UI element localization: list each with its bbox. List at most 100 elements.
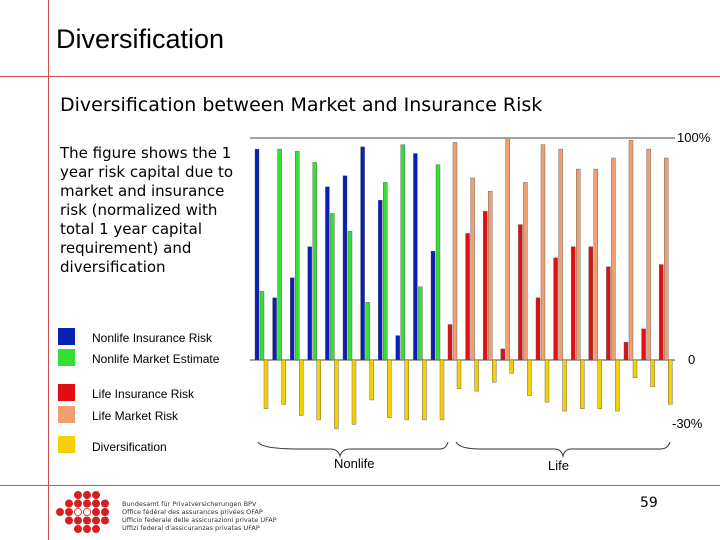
- logo-line-1: Bundesamt für Privatversicherungen BPV: [122, 500, 257, 508]
- bar-life-2-diversification: [474, 359, 479, 392]
- logo-dot: [92, 499, 101, 508]
- bar-life-5-market: [523, 182, 528, 361]
- bar-life-13-diversification: [668, 359, 673, 405]
- logo-line-4: Uffizi federal d'assicuranzas privatas U…: [122, 524, 260, 532]
- bar-nonlife-3-insurance: [290, 277, 295, 361]
- logo-line-3: Ufficio federale delle assicurazioni pri…: [122, 516, 277, 524]
- legend-label-nonlife-insurance: Nonlife Insurance Risk: [92, 331, 213, 345]
- bar-nonlife-10-diversification: [422, 359, 427, 421]
- slide-title: Diversification: [56, 24, 225, 54]
- bar-nonlife-10-insurance: [413, 153, 418, 361]
- bar-life-5-insurance: [518, 224, 523, 361]
- bar-nonlife-5-diversification: [334, 359, 339, 430]
- logo-line-2: Office fédéral des assurances privées OF…: [122, 508, 263, 516]
- bar-nonlife-9-market: [400, 144, 405, 361]
- bar-life-7-insurance: [553, 257, 558, 361]
- logo-dot: [82, 507, 91, 516]
- bar-life-2-insurance: [465, 233, 470, 361]
- bar-life-2-market: [470, 177, 475, 361]
- bar-life-1-market: [452, 142, 458, 361]
- logo-dot: [101, 499, 110, 508]
- bar-nonlife-6-insurance: [342, 175, 348, 361]
- bar-life-12-diversification: [650, 359, 655, 387]
- bar-life-9-diversification: [597, 359, 602, 410]
- bar-nonlife-7-diversification: [369, 359, 374, 401]
- logo-dot: [64, 507, 73, 516]
- bar-life-11-insurance: [623, 342, 629, 361]
- bar-nonlife-1-market: [259, 290, 265, 361]
- bar-life-9-insurance: [588, 246, 593, 361]
- logo-dot: [92, 525, 101, 534]
- bar-nonlife-2-market: [277, 148, 282, 361]
- legend-label-life-market: Life Market Risk: [92, 409, 179, 423]
- legend-label-life-insurance: Life Insurance Risk: [92, 387, 195, 401]
- logo-dot: [82, 499, 91, 508]
- bar-life-8-insurance: [571, 246, 576, 361]
- legend-swatch-life-market: [58, 406, 75, 423]
- logo-dot: [56, 507, 64, 516]
- bar-life-6-insurance: [535, 297, 541, 361]
- bar-life-12-insurance: [641, 328, 646, 361]
- logo-dot: [73, 491, 82, 499]
- bar-life-11-market: [628, 140, 634, 361]
- bar-nonlife-3-market: [295, 151, 300, 361]
- bar-nonlife-11-market: [435, 164, 441, 361]
- axis-label-zero: 0: [688, 352, 696, 367]
- bar-life-5-diversification: [527, 359, 532, 396]
- bar-life-7-market: [558, 148, 563, 361]
- bar-life-3-market: [488, 191, 493, 361]
- logo-dot: [73, 499, 82, 508]
- logo-dot: [82, 516, 91, 525]
- legend-swatch-nonlife-insurance: [58, 328, 75, 345]
- logo-dot: [73, 525, 82, 534]
- logo-dot: [64, 499, 73, 508]
- bar-life-3-insurance: [483, 211, 488, 361]
- slide-subtitle: Diversification between Market and Insur…: [60, 94, 543, 116]
- legend-swatch-nonlife-market: [58, 349, 75, 366]
- bar-nonlife-9-insurance: [395, 335, 400, 361]
- bar-life-8-diversification: [580, 359, 585, 410]
- page-number: 59: [640, 495, 658, 511]
- legend-label-nonlife-market: Nonlife Market Estimate: [92, 352, 220, 366]
- slide-header-rule: [0, 76, 720, 77]
- brace-nonlife: [257, 441, 449, 458]
- bar-life-1-insurance: [447, 324, 453, 361]
- bar-nonlife-2-insurance: [272, 297, 277, 361]
- logo-dot: [73, 516, 82, 525]
- bar-nonlife-4-insurance: [307, 246, 312, 361]
- axis-label-top: 100%: [677, 130, 711, 145]
- bar-nonlife-8-diversification: [387, 359, 392, 418]
- bar-life-7-diversification: [562, 359, 567, 412]
- logo-dot: [82, 491, 91, 499]
- bar-nonlife-1-diversification: [263, 359, 269, 410]
- bar-life-4-market: [505, 137, 510, 361]
- bar-nonlife-8-market: [383, 182, 388, 361]
- axis-label-bottom: -30%: [672, 416, 703, 431]
- slide-vertical-rule: [48, 0, 49, 540]
- bar-nonlife-8-insurance: [378, 199, 383, 361]
- bar-nonlife-11-diversification: [439, 359, 445, 421]
- bar-life-6-market: [540, 144, 546, 361]
- bar-nonlife-4-diversification: [316, 359, 321, 421]
- bar-life-8-market: [576, 168, 581, 361]
- logo-dot: [101, 516, 110, 525]
- bar-life-1-diversification: [456, 359, 462, 390]
- bar-life-9-market: [593, 168, 598, 361]
- logo-dot: [101, 507, 110, 516]
- logo-dot: [92, 516, 101, 525]
- bar-life-10-insurance: [606, 266, 611, 361]
- bar-nonlife-7-insurance: [360, 146, 365, 361]
- bar-life-10-market: [611, 157, 616, 361]
- bar-life-13-market: [664, 157, 669, 361]
- bar-nonlife-5-insurance: [325, 186, 330, 361]
- group-label-life: Life: [548, 458, 569, 473]
- bar-nonlife-10-market: [418, 286, 423, 361]
- bar-nonlife-5-market: [330, 213, 335, 361]
- bar-nonlife-6-diversification: [351, 359, 357, 425]
- bar-nonlife-11-insurance: [430, 251, 436, 361]
- bar-life-4-diversification: [509, 359, 514, 374]
- bar-life-13-insurance: [659, 264, 664, 361]
- legend-swatch-diversification: [58, 436, 75, 453]
- bar-nonlife-3-diversification: [299, 359, 304, 416]
